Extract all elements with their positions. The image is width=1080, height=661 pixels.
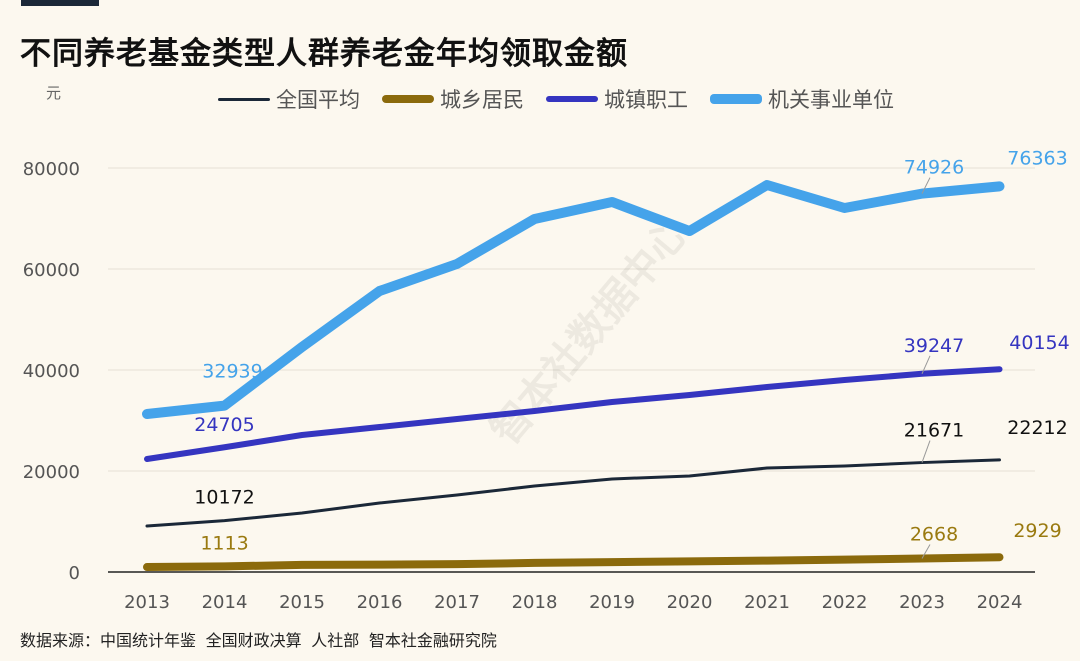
data-label: 39247: [904, 335, 964, 357]
data-source: 数据来源：中国统计年鉴 全国财政决算 人社部 智本社金融研究院: [20, 631, 497, 650]
data-label: 2929: [1013, 520, 1061, 542]
x-tick-label: 2021: [744, 592, 790, 613]
series-line-3: [142, 180, 1005, 419]
x-tick-label: 2020: [667, 592, 713, 613]
y-tick-label: 0: [69, 563, 80, 584]
title-accent-bar: [21, 0, 99, 6]
leader-line: [921, 440, 931, 463]
legend-label: 全国平均: [276, 88, 360, 112]
legend-item: 全国平均: [218, 84, 360, 114]
x-tick-label: 2024: [977, 592, 1023, 613]
y-tick-label: 20000: [23, 462, 80, 483]
x-tick-label: 2019: [589, 592, 635, 613]
legend-label: 机关事业单位: [768, 88, 894, 112]
x-tick-label: 2017: [434, 592, 480, 613]
series-line-1: [143, 553, 1004, 572]
x-tick-label: 2022: [822, 592, 868, 613]
x-tick-label: 2016: [357, 592, 403, 613]
data-label: 32939: [202, 361, 262, 383]
data-label: 76363: [1007, 147, 1067, 169]
legend-swatch: [382, 95, 434, 103]
data-label: 74926: [904, 157, 964, 179]
data-label: 21671: [904, 420, 964, 442]
legend-swatch: [218, 97, 270, 101]
watermark: 智本社数据中心: [482, 210, 697, 454]
leader-line: [921, 544, 931, 559]
x-tick-label: 2014: [202, 592, 248, 613]
legend-label: 城镇职工: [604, 88, 688, 112]
x-tick-label: 2013: [124, 592, 170, 613]
x-tick-label: 2023: [899, 592, 945, 613]
series-line-0: [145, 458, 1001, 528]
leader-line: [921, 355, 931, 375]
data-label: 10172: [194, 487, 254, 509]
legend-swatch: [710, 94, 762, 104]
chart-title: 不同养老基金类型人群养老金年均领取金额: [20, 36, 628, 72]
legend: 全国平均 城乡居民 城镇职工 机关事业单位: [218, 84, 894, 114]
data-label: 1113: [200, 532, 248, 554]
x-tick-label: 2018: [512, 592, 558, 613]
leader-line: [921, 177, 931, 194]
series-line-2: [144, 366, 1003, 462]
legend-label: 城乡居民: [440, 88, 524, 112]
data-label: 40154: [1009, 332, 1069, 354]
x-tick-label: 2015: [279, 592, 325, 613]
y-tick-label: 60000: [23, 260, 80, 281]
y-axis-unit: 元: [46, 84, 62, 102]
legend-item: 机关事业单位: [710, 84, 894, 114]
data-label: 2668: [910, 524, 958, 546]
y-tick-label: 40000: [23, 361, 80, 382]
legend-swatch: [546, 96, 598, 102]
data-label: 24705: [194, 414, 254, 436]
legend-item: 城镇职工: [546, 84, 688, 114]
data-label: 22212: [1007, 417, 1067, 439]
legend-item: 城乡居民: [382, 84, 524, 114]
y-tick-label: 80000: [23, 159, 80, 180]
